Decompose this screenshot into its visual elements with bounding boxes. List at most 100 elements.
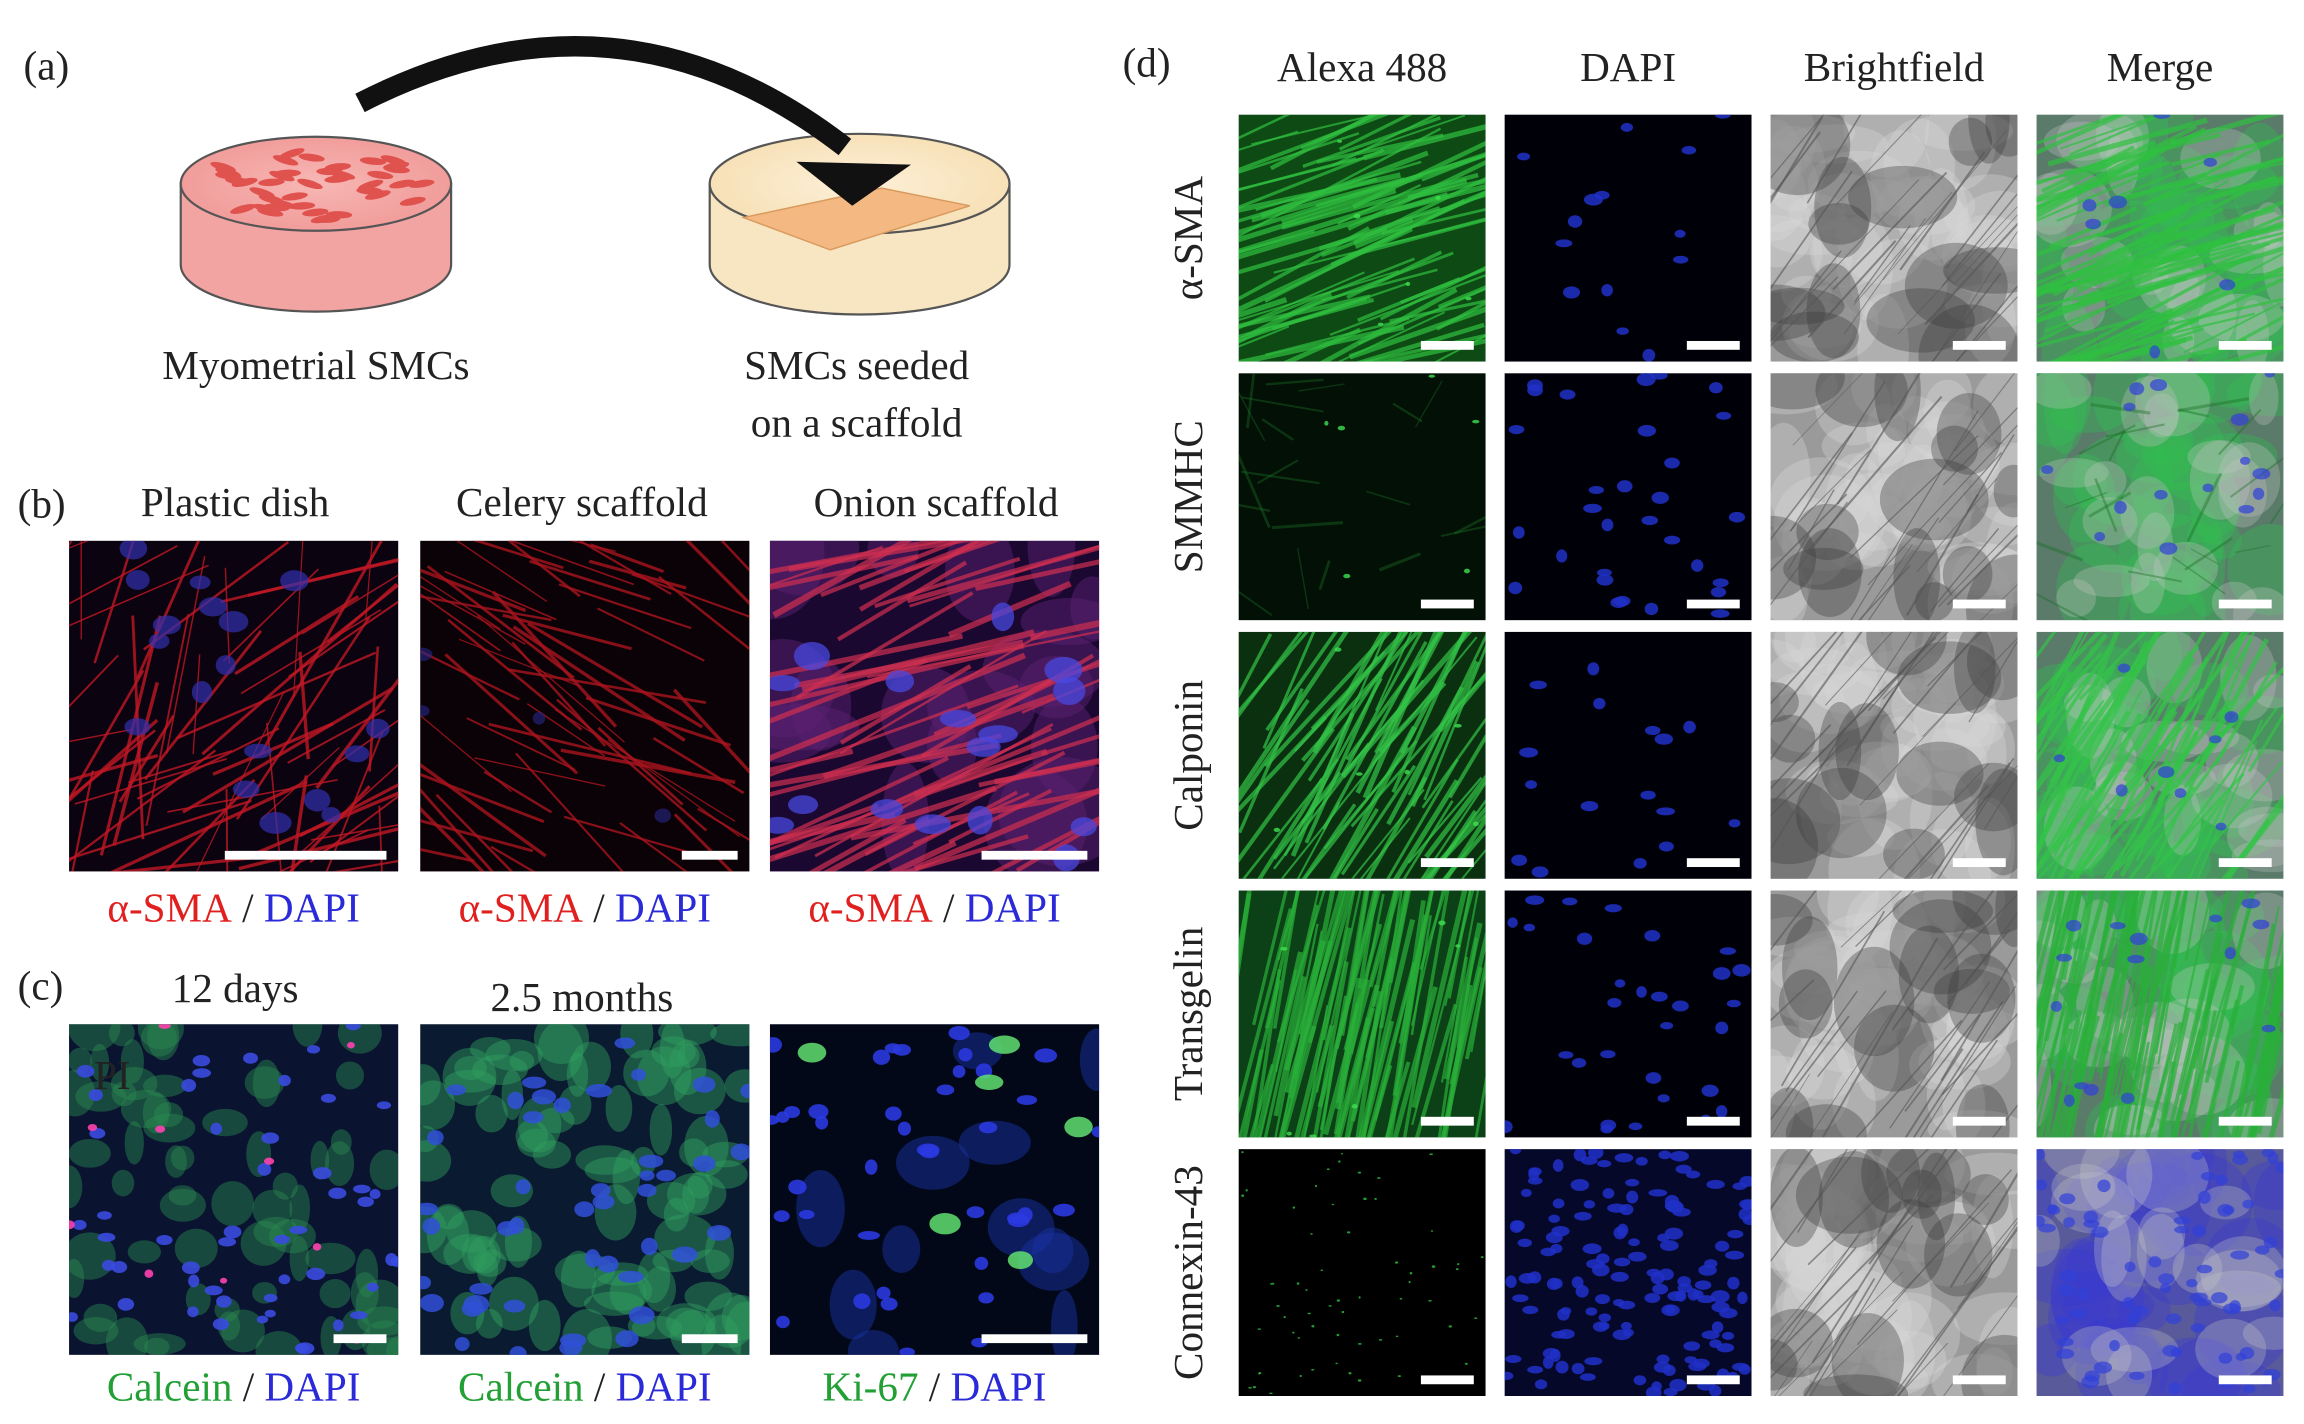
nucleus — [1616, 327, 1629, 335]
nucleus — [1669, 1378, 1687, 1392]
nucleus — [1248, 1386, 1252, 1389]
fiber — [2251, 923, 2276, 1034]
micrograph — [1504, 890, 1752, 1138]
blob — [1876, 1199, 1946, 1289]
blob — [2052, 459, 2108, 508]
blob — [1949, 631, 2018, 724]
fiber — [2184, 537, 2233, 571]
fiber — [176, 651, 377, 740]
fiber — [1263, 631, 1392, 768]
nucleus — [639, 1170, 655, 1181]
fiber — [325, 730, 384, 872]
micrograph — [769, 1024, 1100, 1355]
fiber — [1806, 114, 1862, 204]
blob — [1845, 442, 1945, 518]
scale-bar — [981, 850, 1088, 860]
fiber — [1319, 1059, 1336, 1138]
fiber — [2247, 711, 2284, 773]
blob — [2113, 1162, 2171, 1206]
fiber — [1770, 890, 1817, 952]
nucleus — [1374, 1197, 1377, 1200]
nucleus — [124, 718, 151, 736]
blob — [1854, 1012, 1899, 1101]
blob — [1788, 497, 1834, 558]
fiber — [2157, 206, 2275, 247]
blob — [1783, 939, 1882, 1042]
nucleus — [215, 655, 236, 676]
nucleus — [219, 1277, 228, 1284]
nucleus — [376, 1101, 392, 1110]
fiber — [1363, 124, 1486, 161]
fiber — [1238, 391, 1266, 442]
fiber — [1332, 807, 1379, 879]
fiber — [1355, 322, 1485, 362]
fiber — [507, 540, 581, 598]
nucleus — [1409, 1272, 1413, 1275]
micrograph — [2036, 114, 2284, 362]
nucleus — [1336, 1333, 1340, 1337]
nucleus — [1347, 1231, 1351, 1234]
blob — [2153, 373, 2211, 416]
nucleus — [966, 736, 1001, 757]
nucleus — [1617, 1223, 1629, 1237]
fiber — [2267, 967, 2284, 1054]
blob — [1770, 457, 1872, 538]
nucleus — [1552, 1159, 1564, 1172]
nucleus — [2269, 1299, 2281, 1312]
nucleus — [1601, 518, 1614, 532]
nucleus — [1587, 662, 1600, 676]
nucleus — [2201, 1171, 2216, 1181]
blob — [1877, 396, 1952, 503]
nucleus — [2158, 1273, 2175, 1285]
nucleus — [1694, 1280, 1712, 1290]
fiber — [1807, 1149, 1930, 1266]
fiber — [1922, 637, 2018, 737]
nucleus — [101, 1259, 116, 1271]
nucleus — [2122, 1296, 2134, 1309]
blob — [335, 1061, 365, 1090]
image-content — [69, 540, 399, 872]
fiber — [1787, 489, 1835, 570]
nucleus — [259, 812, 292, 834]
nucleus — [1064, 1116, 1093, 1138]
fiber — [1352, 140, 1486, 209]
image-content — [1770, 890, 2018, 1138]
nucleus — [2115, 784, 2128, 797]
nucleus — [1338, 1160, 1341, 1163]
nucleus — [1337, 139, 1343, 143]
image-content — [1238, 114, 1486, 362]
fiber — [974, 559, 1100, 592]
fiber — [472, 540, 564, 570]
fiber — [1891, 890, 1995, 1031]
fiber — [1238, 715, 1328, 813]
fiber — [1348, 890, 1370, 993]
blob — [2135, 373, 2211, 437]
fiber — [1301, 803, 1357, 879]
fiber — [1882, 129, 2008, 281]
nucleus — [2041, 465, 2054, 474]
nucleus — [2149, 378, 2168, 391]
fiber — [2185, 890, 2200, 961]
nucleus — [1480, 1256, 1484, 1259]
fiber — [2230, 272, 2284, 288]
fiber — [2044, 242, 2271, 333]
nucleus — [1574, 1211, 1592, 1221]
micrograph — [1770, 373, 2018, 621]
fiber — [2036, 207, 2225, 285]
fiber — [483, 770, 553, 814]
nucleus — [1341, 1310, 1345, 1314]
fiber — [1238, 114, 1291, 140]
fiber — [1770, 116, 1824, 204]
fiber — [1414, 380, 1443, 428]
fiber — [1391, 631, 1467, 793]
nucleus — [1034, 1048, 1058, 1063]
blob — [2115, 430, 2195, 484]
fiber — [2183, 302, 2281, 354]
blob — [69, 1024, 121, 1052]
fiber — [164, 778, 256, 872]
fiber — [2036, 311, 2159, 349]
fiber — [2036, 631, 2085, 722]
nucleus — [559, 1339, 583, 1355]
blob — [472, 1054, 528, 1086]
fiber — [1238, 172, 1423, 235]
